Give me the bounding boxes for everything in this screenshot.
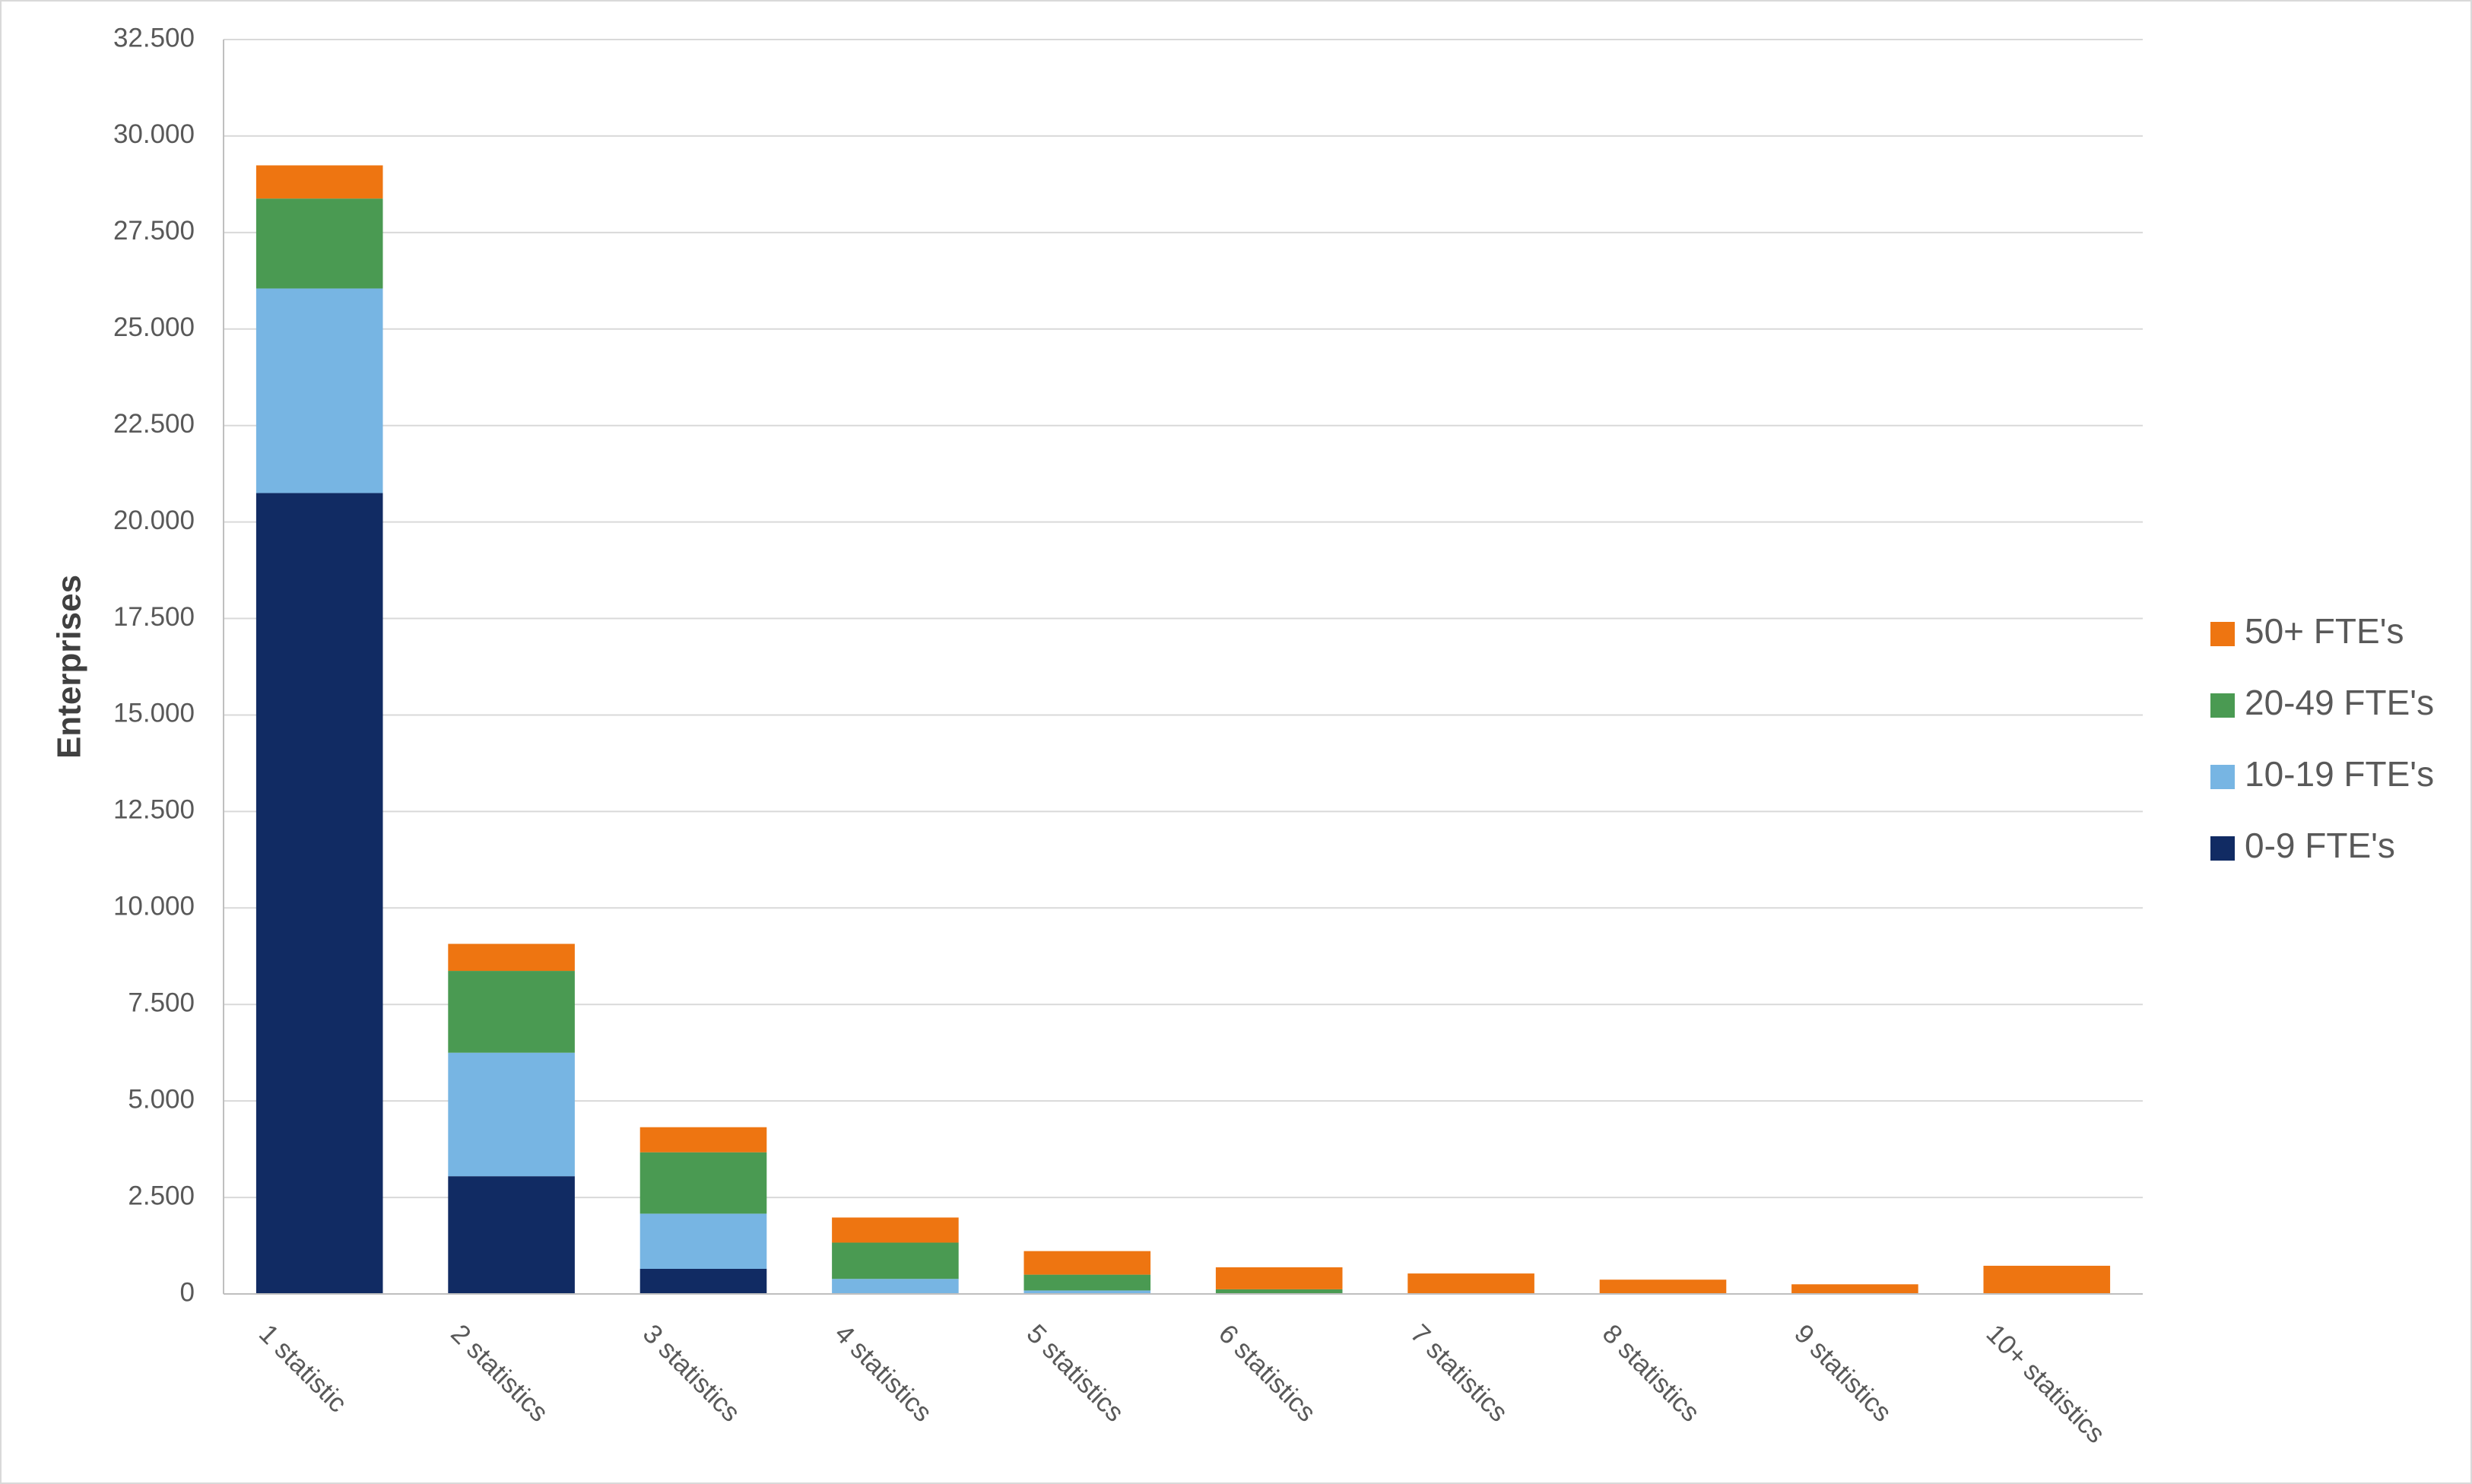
legend-label: 20-49 FTE's — [2245, 683, 2434, 722]
bar-segment — [1023, 1251, 1151, 1275]
y-tick-label: 5.000 — [128, 1084, 195, 1114]
y-tick-label: 20.000 — [113, 506, 195, 535]
legend-swatch — [2210, 765, 2235, 789]
bar-segment — [1599, 1279, 1727, 1294]
legend-swatch — [2210, 693, 2235, 718]
bar-segment — [1215, 1267, 1343, 1289]
bar-segment — [639, 1127, 767, 1153]
bar-segment — [1791, 1284, 1918, 1294]
y-tick-label: 25.000 — [113, 312, 195, 342]
bar-segment — [832, 1217, 959, 1243]
bar-segment — [255, 165, 383, 199]
y-tick-label: 30.000 — [113, 119, 195, 149]
bar-segment — [1407, 1273, 1534, 1294]
bar-segment — [448, 943, 575, 972]
y-tick-label: 22.500 — [113, 409, 195, 439]
bar-segment — [1023, 1290, 1151, 1294]
bar-segment — [832, 1242, 959, 1279]
y-tick-label: 17.500 — [113, 602, 195, 632]
bar-segment — [1215, 1289, 1343, 1293]
y-tick-label: 10.000 — [113, 892, 195, 921]
bar-segment — [639, 1269, 767, 1294]
y-tick-label: 7.500 — [128, 988, 195, 1017]
legend-swatch — [2210, 836, 2235, 861]
bar-segment — [448, 1052, 575, 1177]
bar-segment — [448, 971, 575, 1053]
legend-label: 50+ FTE's — [2245, 611, 2404, 651]
bar-segment — [832, 1279, 959, 1293]
legend-label: 10-19 FTE's — [2245, 754, 2434, 794]
y-axis-title: Enterprises — [51, 575, 88, 759]
y-tick-label: 32.500 — [113, 23, 195, 52]
y-tick-label: 12.500 — [113, 795, 195, 825]
bar-segment — [255, 493, 383, 1294]
bar-segment — [639, 1213, 767, 1269]
y-tick-label: 0 — [180, 1277, 195, 1307]
legend-swatch — [2210, 622, 2235, 646]
y-tick-label: 2.500 — [128, 1181, 195, 1210]
bar-segment — [448, 1176, 575, 1294]
y-tick-label: 15.000 — [113, 699, 195, 728]
y-tick-label: 27.500 — [113, 216, 195, 246]
bar-segment — [255, 288, 383, 493]
bar-segment — [255, 198, 383, 289]
bar-segment — [639, 1152, 767, 1214]
legend-label: 0-9 FTE's — [2245, 826, 2395, 865]
bar-segment — [1023, 1274, 1151, 1291]
bar-segment — [1983, 1265, 2111, 1294]
